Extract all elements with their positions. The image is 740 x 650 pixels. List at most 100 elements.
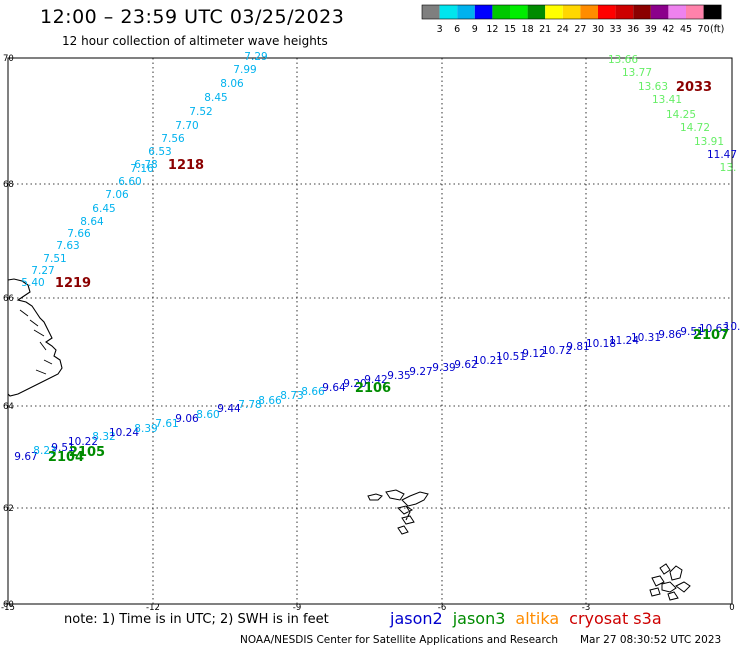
map-subtitle: 12 hour collection of altimeter wave hei… [62,34,328,48]
swh-value: 7.52 [189,106,212,118]
swh-value: 7.78 [238,399,261,411]
colorbar-frame [421,4,722,20]
swh-value: 9.86 [658,329,682,341]
pass-id-label: 2105 [69,445,105,460]
legend-jason2: jason2 [390,609,443,628]
legend-jason3: jason3 [452,609,506,628]
colorbar-swatch [492,5,510,19]
swh-value: 13. [720,162,737,174]
colorbar-label: 30 [592,24,604,35]
pass-id-label: 2104 [48,450,84,465]
colorbar-label: 70 [698,24,710,35]
pass-id-label: 1218 [168,158,204,173]
footnote: note: 1) Time is in UTC; 2) SWH is in fe… [64,612,329,627]
swh-value: 8.32 [92,431,115,443]
colorbar-label: 15 [504,24,516,35]
faroe-islands [367,489,429,535]
legend-altika: altika [515,609,560,628]
swh-value: 7.51 [43,253,66,265]
map-frame [7,57,733,605]
swh-value: 14.72 [680,122,710,134]
swh-value: 7.61 [155,418,178,430]
colorbar-swatch [457,5,475,19]
swh-value: 6.78 [134,159,157,171]
swh-value: 9.62 [454,359,477,371]
pass-id-label: 2107 [693,328,729,343]
lat-label: 70 [3,54,14,64]
lon-label: -9 [293,603,301,613]
swh-value: 8.66 [301,386,325,398]
colorbar-swatch [703,5,722,19]
swh-value: 10.72 [542,345,572,357]
swh-value: 9.39 [432,362,455,374]
colorbar-swatch [562,5,581,19]
colorbar-label: 3 [437,24,443,35]
lat-label: 66 [3,294,14,304]
swh-value: 7.66 [67,228,91,240]
satellite-legend: jason2 jason3 altika cryosat s3a [390,609,672,628]
swh-value: 6.60 [118,176,141,188]
swh-value: 7.16 [130,163,154,175]
colorbar-label: 39 [645,24,657,35]
colorbar-swatch [686,5,704,19]
swh-value: 7.06 [105,189,129,201]
pass-id-label: 2033 [676,80,712,95]
colorbar-swatch [422,5,440,19]
colorbar-label: 24 [557,24,569,35]
colorbar-swatch [650,5,669,19]
lon-label: -3 [582,603,590,613]
colorbar-swatch [668,5,686,19]
lat-label: 62 [3,504,14,514]
lon-label: 0 [729,603,734,613]
swh-value: 8.39 [134,423,157,435]
generated-timestamp: Mar 27 08:30:52 UTC 2023 [580,634,722,646]
swh-value: 10.22 [68,436,98,448]
swh-value: 13.77 [622,67,652,79]
legend-cryosat-s3a: cryosat s3a [569,609,662,628]
iceland-coastline [7,278,63,397]
swh-value: 9.44 [217,403,241,415]
wave-height-colorbar: 3 6 9 12 15 18 21 24 27 30 33 36 39 42 45 70 (ft) [421,4,724,35]
swh-value: 14.25 [666,109,696,121]
colorbar-label: 12 [486,24,498,35]
pass-id-label: 2106 [355,381,391,396]
swh-value: 13.63 [638,81,668,93]
colorbar-swatch [474,5,493,19]
swh-value: 10.63 [699,323,729,335]
colorbar-swatch [545,5,563,19]
colorbar-unit: (ft) [710,24,724,35]
swh-value: 9.42 [364,374,387,386]
colorbar-swatch [439,5,458,19]
swh-value: 7.70 [175,120,198,132]
colorbar-label: 6 [454,24,460,35]
swh-value: 9.06 [175,413,199,425]
swh-value: 11.47 [707,149,737,161]
swh-value: 9.20 [343,378,366,390]
swh-value: 6.45 [92,203,115,215]
iceland-fjords [19,309,53,375]
pass-id-label: 1219 [55,276,91,291]
swh-value: 9.35 [387,370,410,382]
colorbar-swatch [527,5,546,19]
swh-value: 10.18 [586,338,616,350]
colorbar-swatch [633,5,651,19]
lat-label: 64 [3,402,14,412]
swh-value: 9.51 [51,442,74,454]
swh-value: 8.60 [196,409,219,421]
colorbar-swatch [598,5,616,19]
credit-line: NOAA/NESDIS Center for Satellite Applica… [240,634,558,646]
colorbar-label: 33 [610,24,622,35]
swh-value: 7.56 [161,133,185,145]
coastlines [7,278,691,601]
swh-value: 7.27 [31,265,54,277]
colorbar-label: 36 [627,24,639,35]
swh-value: 10.31 [631,332,661,344]
swh-value: 9.51 [680,326,703,338]
swh-value: 13.66 [608,54,638,66]
swh-value: 9.67 [14,451,37,463]
swh-value: 10.24 [109,427,139,439]
map-title: 12:00 – 23:59 UTC 03/25/2023 [40,6,345,28]
colorbar-label: 27 [574,24,586,35]
shetland-islands [649,563,691,601]
